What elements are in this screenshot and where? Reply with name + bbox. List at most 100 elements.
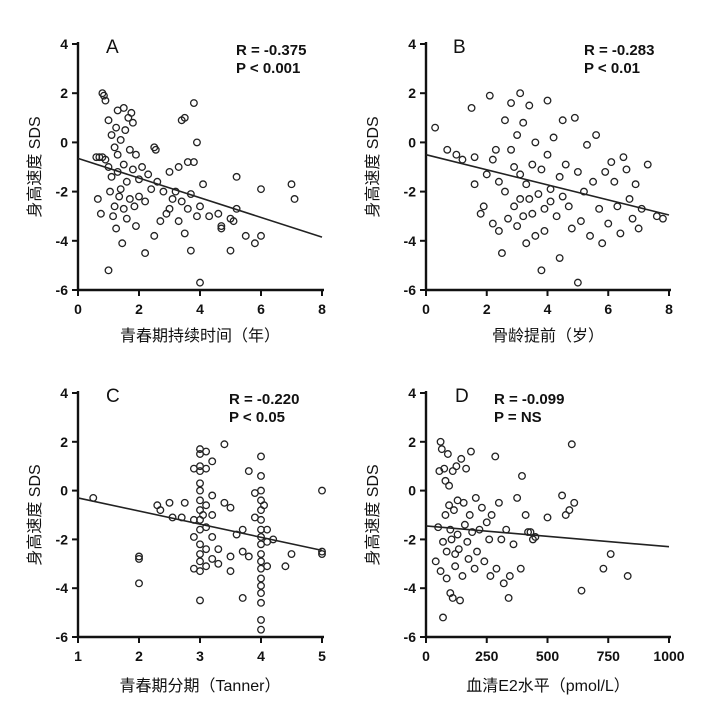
panel-a-data-point (147, 185, 156, 194)
panel-c-r-value: R = -0.220 (229, 391, 299, 408)
panel-a-data-point (150, 231, 159, 240)
panel-b-data-point (543, 150, 552, 159)
panel-d-data-point (471, 493, 480, 502)
panel-c-data-point (287, 550, 296, 558)
panel-d-letter: D (455, 386, 469, 407)
panel-c-x-tick-label: 1 (74, 648, 82, 664)
panel-b-data-point (564, 202, 573, 211)
panel-b-data-point (479, 202, 488, 211)
panel-d-data-point (599, 564, 608, 573)
panel-b-data-point (494, 177, 503, 186)
panel-b-data-point (485, 91, 494, 100)
panel-b-y-tick-label: 0 (408, 134, 416, 150)
panel-a-data-point (232, 172, 241, 181)
panel-a-data-point (113, 150, 122, 159)
panel-b-data-point (637, 204, 646, 213)
panel-b-data-point (513, 222, 522, 230)
panel-d-y-tick-label: 0 (408, 483, 416, 499)
panel-b-data-point (534, 190, 543, 199)
panel-c-data-point (257, 550, 265, 558)
panel-b-y-tick-label: -4 (404, 233, 417, 249)
panel-c-data-point (196, 596, 204, 605)
panel-c-letter: C (106, 386, 120, 407)
panel-c-y-tick-label: 4 (60, 385, 68, 401)
panel-c-data-point (196, 540, 204, 549)
panel-c-data-point (281, 562, 290, 571)
panel-d-data-point (499, 579, 508, 588)
panel-a-data-point (106, 187, 114, 196)
panel-d-data-point (531, 533, 540, 541)
panel-d-data-point (443, 450, 452, 458)
panel-a-data-point (165, 204, 174, 213)
panel-a-data-point (116, 135, 125, 144)
panel-b-data-point (494, 227, 503, 235)
panel-d-data-point (577, 586, 586, 595)
panel-b-x-tick-label: 8 (665, 301, 673, 317)
panel-b-data-point (513, 131, 522, 139)
panel-c-data-point (238, 547, 247, 556)
panel-c-data-point (196, 496, 204, 505)
panel-b-data-point (507, 99, 515, 107)
panel-d-data-point (442, 547, 451, 556)
panel-b-data-point (510, 163, 519, 171)
panel-c-p-value: P < 0.05 (229, 409, 285, 426)
panel-b-data-point (619, 153, 628, 162)
panel-b-data-point (458, 155, 467, 164)
panel-d-data-point (445, 501, 454, 510)
panel-a-data-point (104, 163, 113, 171)
panel-b-data-point (470, 180, 479, 189)
panel-d-data-point (436, 437, 445, 446)
panel-d-x-tick-label: 750 (597, 648, 621, 664)
panel-b-x-tick-label: 2 (483, 301, 491, 317)
panel-a-data-point (232, 204, 241, 213)
panel-b-data-point (540, 204, 549, 213)
panel-d-x-tick-label: 500 (536, 648, 560, 664)
panel-d-data-point (473, 547, 481, 556)
panel-b-data-point (552, 212, 561, 221)
panel-d-data-point (502, 525, 511, 534)
panel-a-data-point (130, 202, 139, 211)
panel-b: B R = -0.283 P < 0.01 骨龄提前（岁） 身高速度 SDS -… (364, 36, 673, 345)
panel-b-data-point (519, 212, 528, 221)
panel-b-x-tick-label: 4 (544, 301, 552, 317)
panel-a-data-point (257, 185, 265, 194)
panel-d-regression-line (425, 525, 670, 548)
panel-d-data-point (448, 467, 457, 476)
panel-c-x-tick-label: 5 (318, 648, 326, 664)
panel-d-x-tick-label: 0 (422, 648, 430, 664)
panel-a-data-point (257, 231, 265, 240)
panel-a-data-point (125, 145, 134, 154)
panel-b-y-tick-label: 4 (408, 36, 416, 52)
panel-c-data-point (202, 447, 211, 456)
panel-a-data-point (180, 229, 189, 238)
panel-c-x-tick-label: 4 (257, 648, 265, 664)
panel-a-data-point (196, 202, 204, 211)
panel-b-data-point (592, 131, 601, 139)
panel-c-data-point (202, 545, 211, 554)
panel-a-x-axis-label: 青春期持续时间（年） (120, 327, 280, 345)
panel-a-data-point (199, 180, 207, 189)
panel-c-data-point (189, 533, 198, 541)
panel-d-data-point (494, 498, 503, 507)
panel-b-regression-line (425, 153, 670, 216)
panel-d-data-point (441, 511, 450, 519)
panel-a-x-tick-label: 0 (74, 301, 82, 317)
panel-a-y-tick-label: 0 (60, 134, 68, 150)
panel-a-data-point (287, 180, 296, 189)
panel-d-data-point (482, 518, 491, 527)
panel-b-data-point (501, 187, 509, 196)
panel-d-data-point (452, 462, 461, 471)
panel-b-data-point (625, 195, 634, 203)
panel-c-regression-line (77, 497, 323, 552)
panel-b-data-point (601, 167, 610, 176)
panel-b-data-point (528, 209, 537, 218)
panel-c-y-tick-label: -6 (56, 629, 69, 645)
panel-b-y-tick-label: -6 (404, 282, 417, 298)
panel-b-p-value: P < 0.01 (584, 60, 640, 77)
panel-a-data-point (121, 126, 130, 135)
panel-c-data-point (135, 554, 143, 563)
panel-b-data-point (516, 89, 525, 98)
panel-c-data-point (257, 625, 265, 634)
panel-b-data-point (549, 133, 558, 142)
panel-b-data-point (576, 217, 585, 226)
